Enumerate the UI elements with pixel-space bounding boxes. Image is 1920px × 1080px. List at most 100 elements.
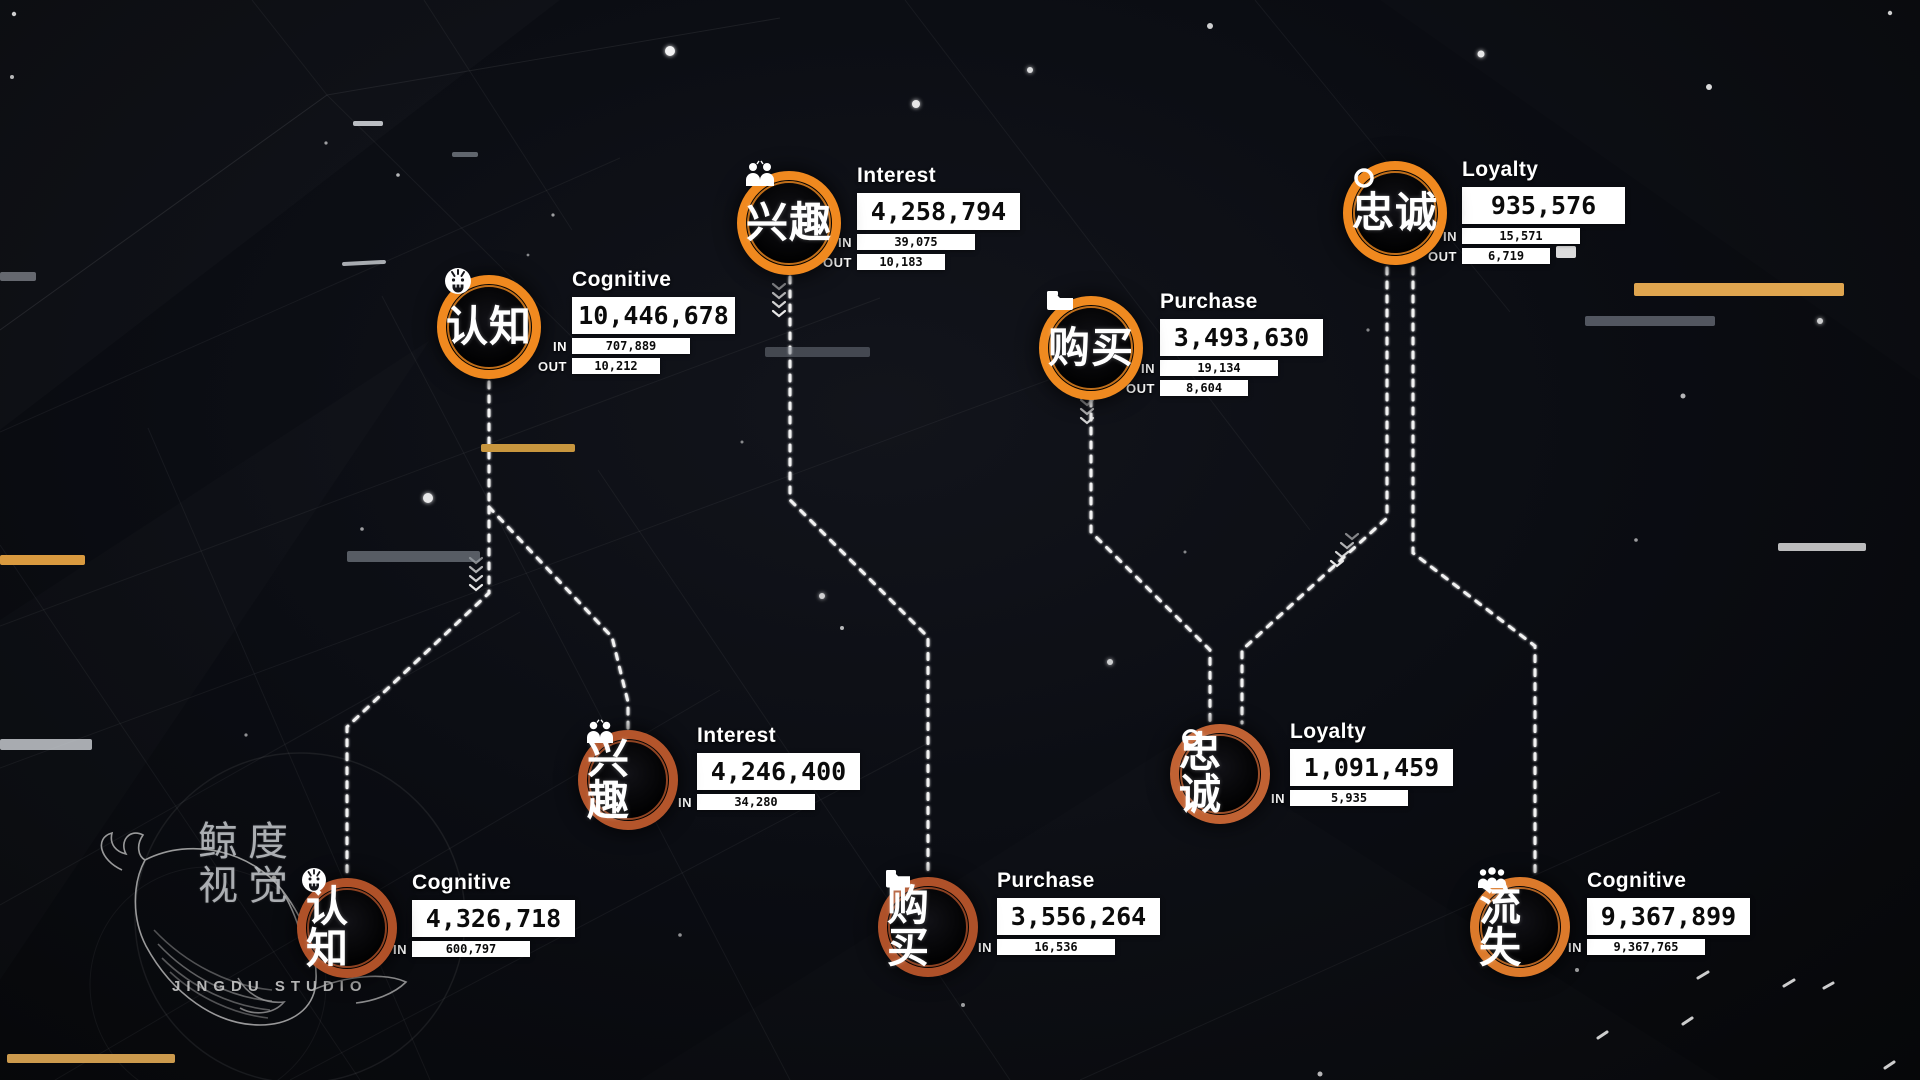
in-label: IN [838,234,852,250]
group-icon [1476,866,1508,895]
ring-icon [1352,166,1376,195]
in-value-text: 39,075 [894,235,938,249]
value-box: 3,556,264 [997,898,1160,935]
in-label: IN [1443,228,1457,244]
ring-icon [1180,727,1202,754]
in-value-box: 707,889 [572,338,690,354]
value-text: 935,576 [1490,191,1597,220]
streak-bar-tan [481,444,575,452]
streak-bar-orange [0,555,85,565]
node-loyalty-top[interactable]: 忠诚 [1343,161,1447,265]
in-value-box: 34,280 [697,794,815,810]
in-value-text: 34,280 [734,795,778,809]
out-value-text: 10,212 [594,359,638,373]
node-info-interest-bottom: Interest 4,246,400 IN 34,280 [661,724,860,810]
out-row: OUT 10,212 [536,358,735,374]
in-value-box: 15,571 [1462,228,1580,244]
in-value-box: 5,935 [1290,790,1408,806]
node-title: Interest [697,724,777,747]
value-text: 4,258,794 [870,197,1007,226]
value-box: 4,326,718 [412,900,575,937]
in-value-box: 39,075 [857,234,975,250]
streak-bar [1556,246,1576,258]
node-label-cn: 购买 [1048,323,1135,372]
out-label: OUT [1126,380,1155,396]
connector-loyalty-to-churn [1411,266,1537,878]
in-row: IN 707,889 [536,338,735,354]
node-churn[interactable]: 流失 [1470,877,1570,977]
out-value-box: 10,183 [857,254,945,270]
studio-name-line1: 鲸度 [198,819,298,864]
in-label: IN [1271,790,1285,806]
streak-bar [353,121,383,126]
streak-bar [347,551,480,562]
node-info-churn: Cognitive 9,367,899 IN 9,367,765 [1551,869,1750,955]
node-label-cn: 忠诚 [1179,728,1223,819]
in-label: IN [978,939,992,955]
streak-bar-gold [1634,283,1844,296]
value-box: 9,367,899 [1587,898,1750,935]
out-value-box: 8,604 [1160,380,1248,396]
in-value-box: 9,367,765 [1587,939,1705,955]
node-info-purchase-top: Purchase 3,493,630 IN 19,134 OUT 8,604 [1124,290,1323,396]
node-interest-top[interactable]: 兴趣 [737,171,841,275]
out-value-box: 10,212 [572,358,660,374]
node-title: Purchase [1160,290,1258,313]
in-row: IN 16,536 [961,939,1160,955]
folder-icon [1045,289,1075,316]
node-label-cn: 忠诚 [1352,188,1439,237]
node-info-cognitive-bottom: Cognitive 4,326,718 IN 600,797 [376,871,575,957]
in-row: IN 5,935 [1254,790,1453,806]
flow-chevrons [468,282,1360,592]
handshake-icon [743,160,777,193]
in-label: IN [1141,360,1155,376]
value-box: 10,446,678 [572,297,735,334]
out-value-box: 6,719 [1462,248,1550,264]
node-label-cn: 兴趣 [746,198,833,247]
in-row: IN 15,571 [1426,228,1625,244]
node-info-loyalty-bottom: Loyalty 1,091,459 IN 5,935 [1254,720,1453,806]
out-value-text: 10,183 [879,255,923,269]
node-loyalty-bottom[interactable]: 忠诚 [1170,724,1270,824]
in-value-text: 15,571 [1499,229,1543,243]
streak-bar-gray [1585,316,1715,326]
node-label-cn: 认知 [306,882,350,973]
studio-caption: JINGDU STUDIO [172,978,368,995]
in-value-text: 707,889 [605,339,657,353]
in-value-text: 5,935 [1330,791,1368,805]
studio-name-line2: 视觉 [198,863,298,908]
face-icon [300,866,328,899]
value-box: 935,576 [1462,187,1625,224]
connector-loyalty-to-loyalty-b [1240,266,1389,725]
value-text: 1,091,459 [1303,753,1440,782]
node-cognitive-bottom[interactable]: 认知 [297,878,397,978]
node-cognitive-top[interactable]: 认知 [437,275,541,379]
folder-icon [884,868,912,893]
out-label: OUT [1428,248,1457,264]
node-label-cn: 认知 [446,302,533,351]
out-row: OUT 10,183 [821,254,1020,270]
speck-dashes [1596,970,1896,1070]
in-row: IN 600,797 [376,941,575,957]
connector-lines [345,266,1537,879]
value-box: 4,246,400 [697,753,860,790]
streak-bar [0,272,36,281]
value-box: 4,258,794 [857,193,1020,230]
node-info-cognitive-top: Cognitive 10,446,678 IN 707,889 OUT 10,2… [536,268,735,374]
node-title: Loyalty [1462,158,1539,181]
in-value-text: 600,797 [445,942,497,956]
connector-cognitive-to-interest-b [487,505,630,731]
whale-logo [100,831,408,1026]
in-row: IN 39,075 [821,234,1020,250]
node-title: Cognitive [412,871,512,894]
in-label: IN [678,794,692,810]
in-row: IN 19,134 [1124,360,1323,376]
connector-interest-to-purchase-b [788,275,930,878]
node-purchase-top[interactable]: 购买 [1039,296,1143,400]
node-purchase-bottom[interactable]: 购买 [878,877,978,977]
node-info-purchase-bottom: Purchase 3,556,264 IN 16,536 [961,869,1160,955]
node-interest-bottom[interactable]: 兴趣 [578,730,678,830]
star-dots [10,10,1893,1077]
out-row: OUT 8,604 [1124,380,1323,396]
value-box: 1,091,459 [1290,749,1453,786]
